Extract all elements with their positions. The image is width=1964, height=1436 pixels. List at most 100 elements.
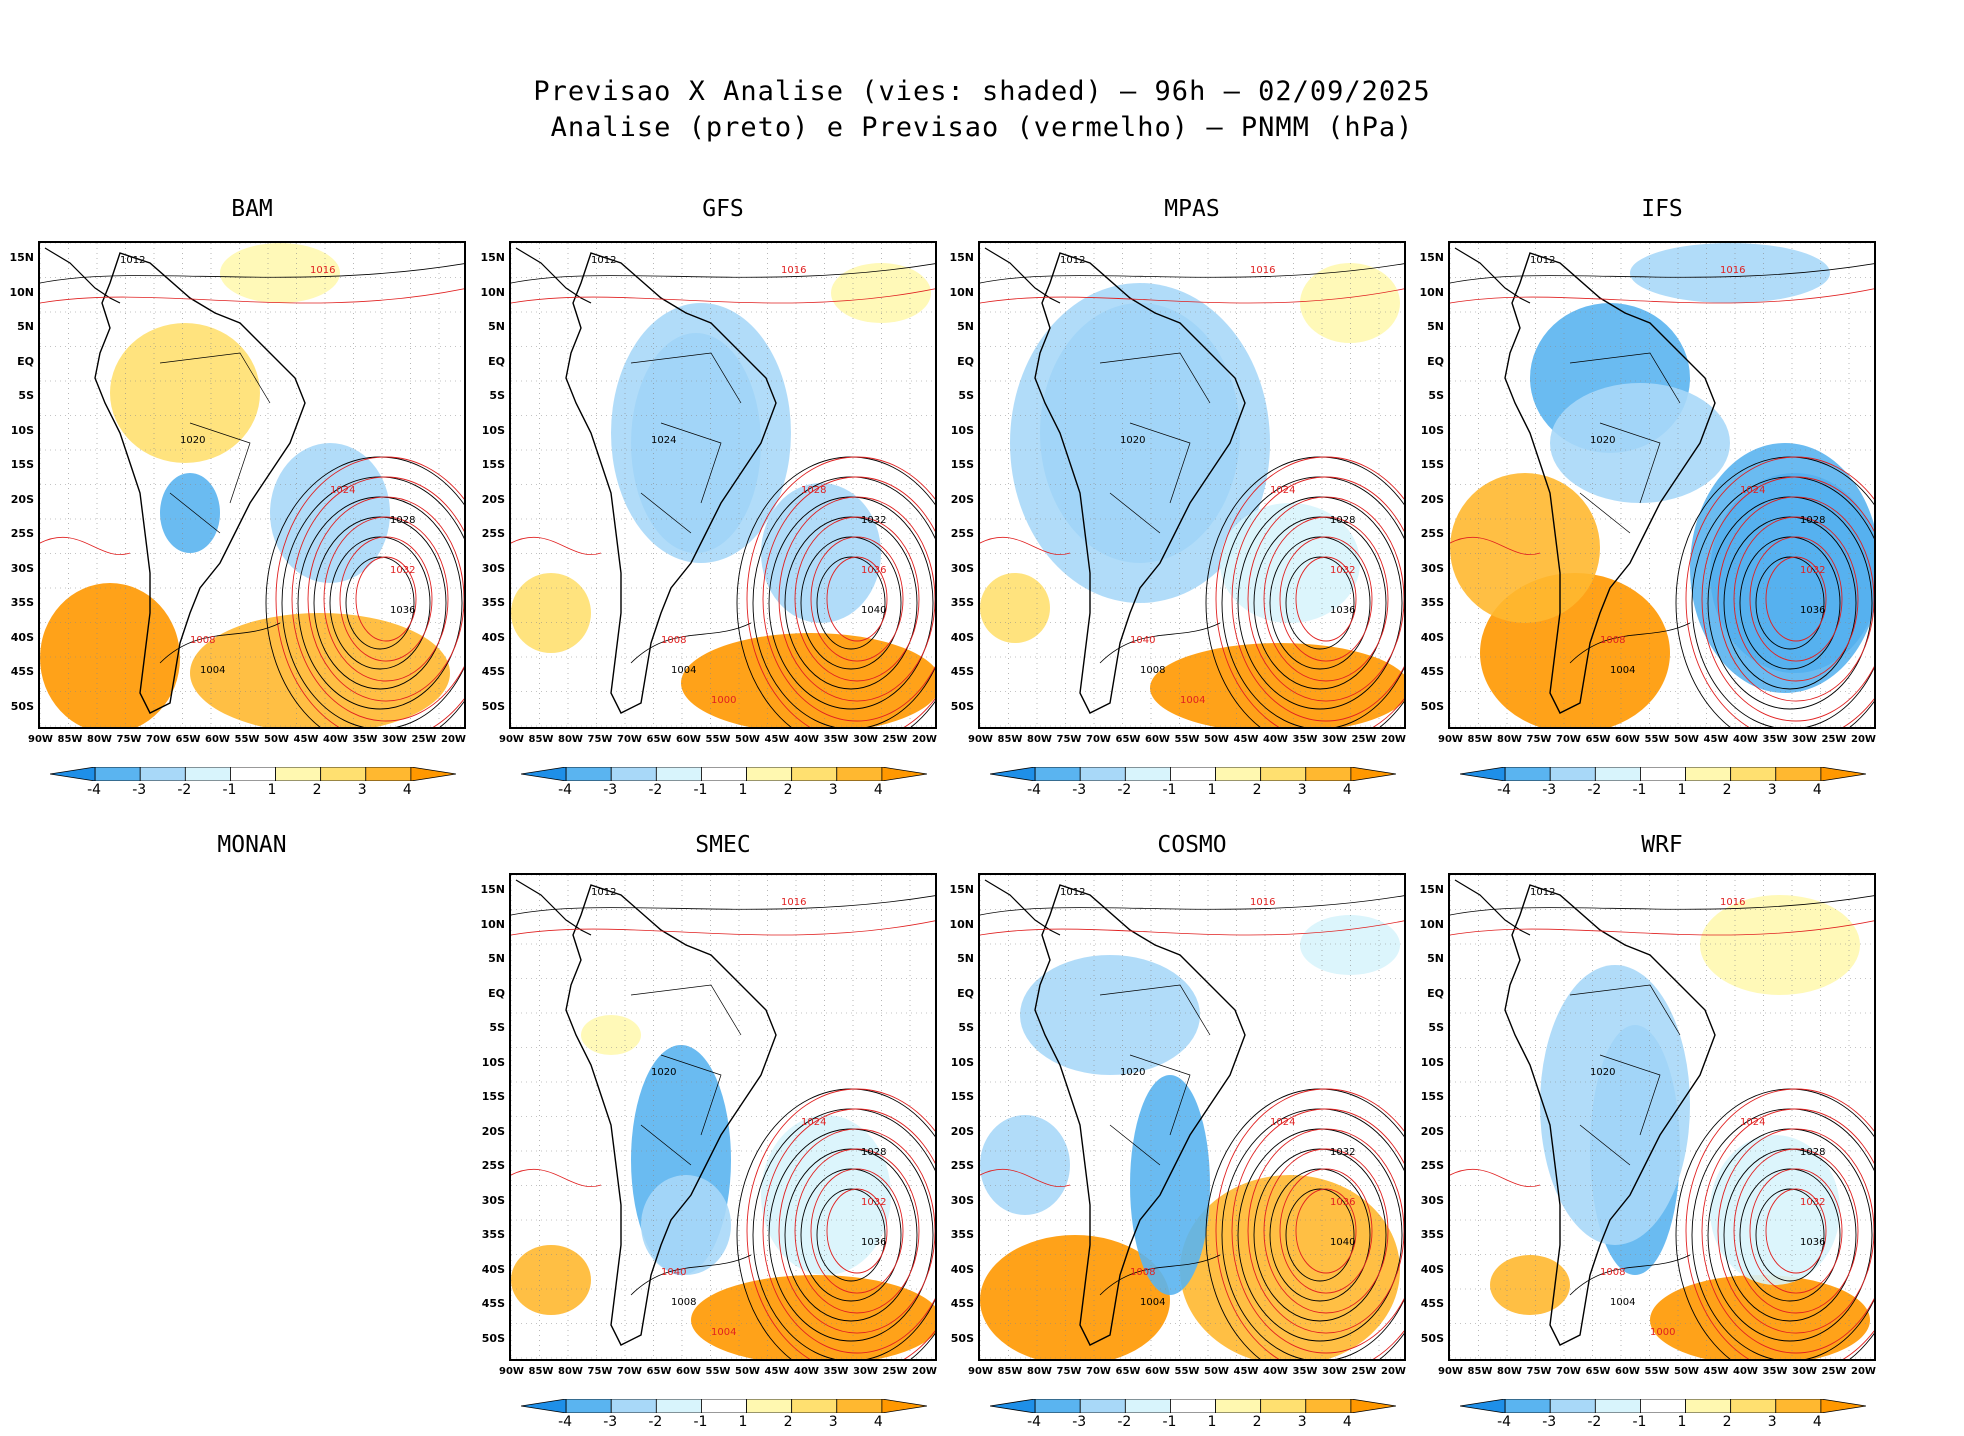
lat-label: 50S [10, 699, 34, 713]
lon-label: 20W [912, 734, 937, 745]
contour-label: 1016 [781, 265, 806, 276]
lat-label: 25S [481, 1159, 505, 1172]
lon-label: 55W [1174, 1366, 1200, 1377]
lat-label: 10N [480, 917, 505, 931]
contour-label: 1020 [180, 435, 205, 446]
lon-label: 60W [676, 734, 701, 745]
lon-label: 50W [1204, 1366, 1229, 1377]
colorbar-label: -3 [1542, 782, 1557, 798]
lat-label: 5S [18, 389, 34, 402]
lon-label: 30W [853, 734, 878, 745]
contour-label: 1000 [1650, 1327, 1675, 1338]
lat-label: 25S [950, 527, 974, 540]
contour-label: 1008 [1140, 665, 1165, 676]
colorbar-ifs [1459, 766, 1867, 785]
colorbar-label: -2 [1117, 1414, 1132, 1430]
isobar-forecast [762, 1108, 935, 1354]
lat-label: 10N [1419, 917, 1444, 931]
lon-label: 20W [912, 1366, 937, 1377]
lat-label: 15S [950, 458, 974, 471]
lon-label: 45W [764, 1366, 790, 1377]
lon-label: 20W [1851, 1366, 1876, 1377]
map-svg-smec: 1012 1016 1020 1024 1028 1032 1036 1040 1008 1004 [511, 875, 935, 1359]
lon-label: 70W [1556, 734, 1581, 745]
lat-label: 50S [1420, 1331, 1444, 1345]
isobar-forecast [1733, 1148, 1859, 1314]
isobar-analysis [768, 1128, 934, 1342]
contour-label: 1028 [861, 1147, 886, 1158]
bias-patch [611, 303, 791, 563]
bias-patch [160, 473, 220, 553]
map-panel-bam: 1012 1016 1020 1024 1028 1032 1036 1008 1004 [38, 241, 466, 729]
colorbar-label: -3 [603, 1414, 618, 1430]
lat-label: 5S [1428, 1021, 1444, 1034]
lat-label: EQ [957, 354, 974, 368]
isobar-forecast [762, 476, 935, 722]
bias-patch [581, 1015, 641, 1055]
colorbar-label: 3 [357, 782, 367, 798]
figure-title-line1: Previsao X Analise (vies: shaded) — 96h … [533, 76, 1431, 107]
lon-label: 80W [87, 734, 112, 745]
isobar-forecast [1263, 1148, 1389, 1314]
contour-label: 1032 [861, 515, 886, 526]
isobar-analysis [1205, 1088, 1404, 1359]
lon-label: 50W [735, 1366, 760, 1377]
isobar-analysis [784, 1148, 918, 1322]
lat-label: 15N [9, 251, 34, 264]
contour-label: 1008 [1600, 1267, 1625, 1278]
contour-label: 1040 [661, 1267, 686, 1278]
bias-patch [761, 1115, 891, 1275]
lon-label: 75W [587, 1366, 613, 1377]
coastline [1034, 884, 1246, 1346]
contour-label: 1040 [1330, 1237, 1355, 1248]
isobar-analysis [784, 516, 918, 690]
lon-label: 85W [57, 734, 83, 745]
isobar-forecast [826, 1188, 888, 1274]
lat-label: 10S [1420, 1055, 1444, 1069]
lon-label: 45W [1233, 734, 1259, 745]
colorbar-label: 2 [1722, 1414, 1732, 1430]
contour-label: 1036 [390, 605, 415, 616]
lat-label: 10N [949, 285, 974, 299]
bias-patch [40, 583, 180, 727]
colorbar-smec [520, 1398, 928, 1417]
lat-label: 5S [1428, 389, 1444, 402]
contour-label: 1032 [390, 565, 415, 576]
lon-label: 60W [1615, 734, 1640, 745]
isobar-analysis [1253, 516, 1387, 690]
isobar-analysis [345, 556, 415, 650]
colorbar-wrf [1459, 1398, 1867, 1417]
colorbar-label: 2 [783, 1414, 793, 1430]
isobar-forecast [1749, 536, 1843, 662]
isobar-analysis [1221, 1108, 1404, 1359]
contour-label: 1016 [781, 897, 806, 908]
contour-label: 1004 [1180, 695, 1205, 706]
contour-label: 1040 [1130, 635, 1155, 646]
contour-label: 1040 [861, 605, 886, 616]
colorbar-bam [49, 766, 457, 785]
lon-label: 85W [997, 734, 1023, 745]
map-svg-wrf: 1012 1016 1020 1024 1028 1032 1036 1008 1004 1000 [1450, 875, 1874, 1359]
lon-label: 50W [264, 734, 289, 745]
contour-label: 1024 [651, 435, 676, 446]
lat-label: 40S [950, 630, 974, 644]
colorbar-label: 4 [873, 1414, 883, 1430]
bias-patch [1150, 643, 1404, 727]
lon-label: 85W [528, 1366, 554, 1377]
lon-label: 85W [1467, 734, 1493, 745]
lat-label: EQ [17, 354, 34, 368]
lon-label: 70W [1086, 734, 1111, 745]
lat-label: 45S [1420, 1297, 1444, 1310]
lat-label: 40S [1420, 1262, 1444, 1276]
lat-label: 15N [949, 883, 974, 896]
lon-label: 65W [1585, 1366, 1611, 1377]
figure-title-line2: Analise (preto) e Previsao (vermelho) — … [550, 112, 1414, 143]
colorbar-gfs [520, 766, 928, 785]
lat-label: 10N [1419, 285, 1444, 299]
colorbar-label: 1 [1207, 1414, 1217, 1430]
lon-label: 80W [558, 1366, 583, 1377]
lat-label: 40S [950, 1262, 974, 1276]
contour-label: 1024 [1740, 485, 1765, 496]
contour-label: 1036 [861, 1237, 886, 1248]
colorbar-label: -1 [222, 782, 237, 798]
